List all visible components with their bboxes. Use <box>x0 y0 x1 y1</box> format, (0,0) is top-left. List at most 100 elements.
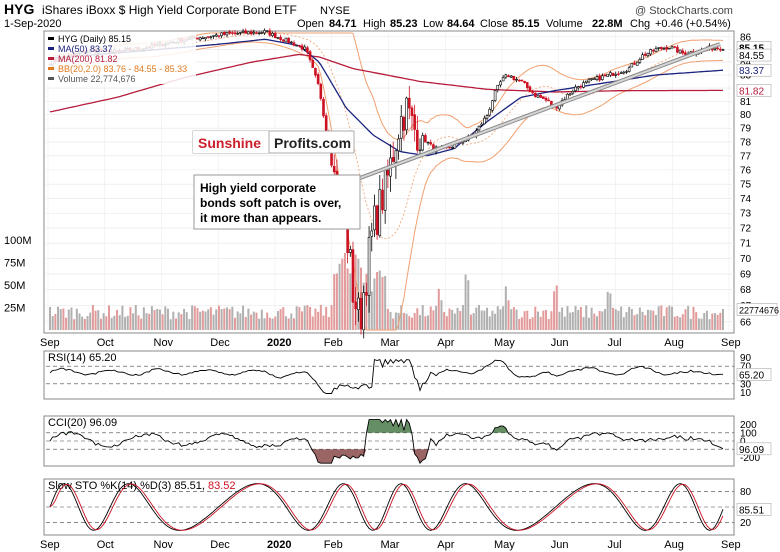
x-tick-label: Sep <box>721 539 741 551</box>
volume-bar <box>547 318 550 330</box>
price-tick-label: 76 <box>740 165 752 176</box>
volume-bar <box>528 319 531 330</box>
volume-bar <box>70 307 73 330</box>
price-marker-label: 84.55 <box>739 51 764 62</box>
volume-bar <box>191 305 194 330</box>
volume-tick-label: 100M <box>4 235 32 247</box>
price-candle <box>281 39 285 42</box>
price-candle <box>287 37 290 44</box>
volume-bar <box>158 309 161 330</box>
volume-bar <box>319 304 322 330</box>
volume-bar <box>142 307 145 330</box>
price-candle <box>517 79 521 82</box>
volume-bar <box>303 305 306 330</box>
volume-bar <box>400 305 403 330</box>
volume-bar <box>65 317 68 330</box>
volume-bar <box>266 312 269 330</box>
price-candle <box>196 37 199 40</box>
volume-bar <box>539 316 542 330</box>
volume-marker-label: 22774676 <box>739 305 779 315</box>
overbought-fill <box>50 419 723 433</box>
price-candle <box>311 59 315 68</box>
rsi-axis: 103050709065.20 <box>736 353 772 399</box>
volume-bar <box>429 306 432 330</box>
volume-bar <box>413 312 416 330</box>
price-candle <box>265 30 269 32</box>
volume-bar <box>228 309 231 330</box>
volume-bar <box>555 285 558 330</box>
low-label: Low <box>423 18 443 30</box>
volume-bar <box>263 318 266 330</box>
open-label: Open <box>297 18 324 30</box>
volume-bar <box>378 270 381 330</box>
price-candle <box>421 135 424 151</box>
oscillator-tick-label: 100 <box>740 428 757 439</box>
volume-bar <box>376 272 379 330</box>
volume-bar <box>633 315 636 330</box>
price-candle <box>225 32 229 36</box>
price-candle <box>263 30 266 34</box>
volume-bar <box>558 311 561 330</box>
x-tick-label: Apr <box>437 539 454 551</box>
volume-bar <box>386 308 389 330</box>
volume-bar <box>571 312 574 330</box>
volume-bar <box>671 306 674 330</box>
volume-label: Volume <box>546 18 583 30</box>
volume-bar <box>196 308 199 330</box>
legend-entry: BB(20,2.0) 83.76 - 84.55 - 85.33 <box>58 64 187 74</box>
price-candle <box>381 189 384 211</box>
price-candle <box>630 63 634 68</box>
price-tick-label: 66 <box>740 317 752 328</box>
price-candle <box>319 83 323 99</box>
volume-bar <box>478 304 481 330</box>
volume-bar <box>260 309 263 330</box>
oscillator-marker-label: 85.51 <box>739 505 764 516</box>
price-tick-label: 75 <box>740 180 752 191</box>
volume-bar <box>183 308 186 330</box>
volume-bar <box>177 312 180 330</box>
volume-bar <box>99 318 102 330</box>
oscillator-marker-box <box>736 442 772 456</box>
x-tick-label: Aug <box>664 539 684 551</box>
price-candle <box>351 249 355 303</box>
price-candle <box>515 79 518 81</box>
legend-entry: MA(200) 81.82 <box>58 54 118 64</box>
volume-bar <box>193 306 196 330</box>
oscillator-tick-label: 30 <box>740 379 752 390</box>
volume-bar <box>625 312 628 330</box>
volume-bar <box>486 307 489 330</box>
price-candle <box>619 72 623 74</box>
price-candle <box>721 49 725 51</box>
price-candle <box>405 97 408 131</box>
volume-bar <box>437 288 440 330</box>
price-candle <box>228 31 231 34</box>
volume-bar <box>668 305 671 330</box>
high-label: High <box>363 18 386 30</box>
volume-bar <box>448 308 451 330</box>
price-candle <box>255 32 258 34</box>
price-candle <box>509 75 513 78</box>
volume-bar <box>432 310 435 330</box>
price-candle <box>571 91 575 94</box>
legend-entry: MA(50) 83.37 <box>58 44 113 54</box>
price-candle <box>450 147 454 149</box>
price-marker-box <box>736 48 772 62</box>
price-tick-label: 72 <box>740 224 752 235</box>
close-value: 85.15 <box>512 18 540 30</box>
price-candle <box>349 249 352 253</box>
price-candle <box>357 297 360 310</box>
volume-bar <box>719 312 722 330</box>
volume-bar <box>689 318 692 330</box>
volume-bar <box>612 307 615 330</box>
oscillator-tick-label: -200 <box>740 453 760 464</box>
x-axis-bottom: Sep Oct Nov Dec 2020 Feb Mar Apr May Jun Jul Aug Sep <box>40 539 741 551</box>
volume-bar <box>201 310 204 330</box>
volume-bar <box>341 258 344 330</box>
volume-bar <box>440 300 443 330</box>
price-candle <box>257 32 261 34</box>
price-candle <box>399 116 403 139</box>
volume-bar <box>469 314 472 330</box>
price-candle <box>568 93 572 96</box>
price-marker-label: 83.37 <box>739 66 764 77</box>
